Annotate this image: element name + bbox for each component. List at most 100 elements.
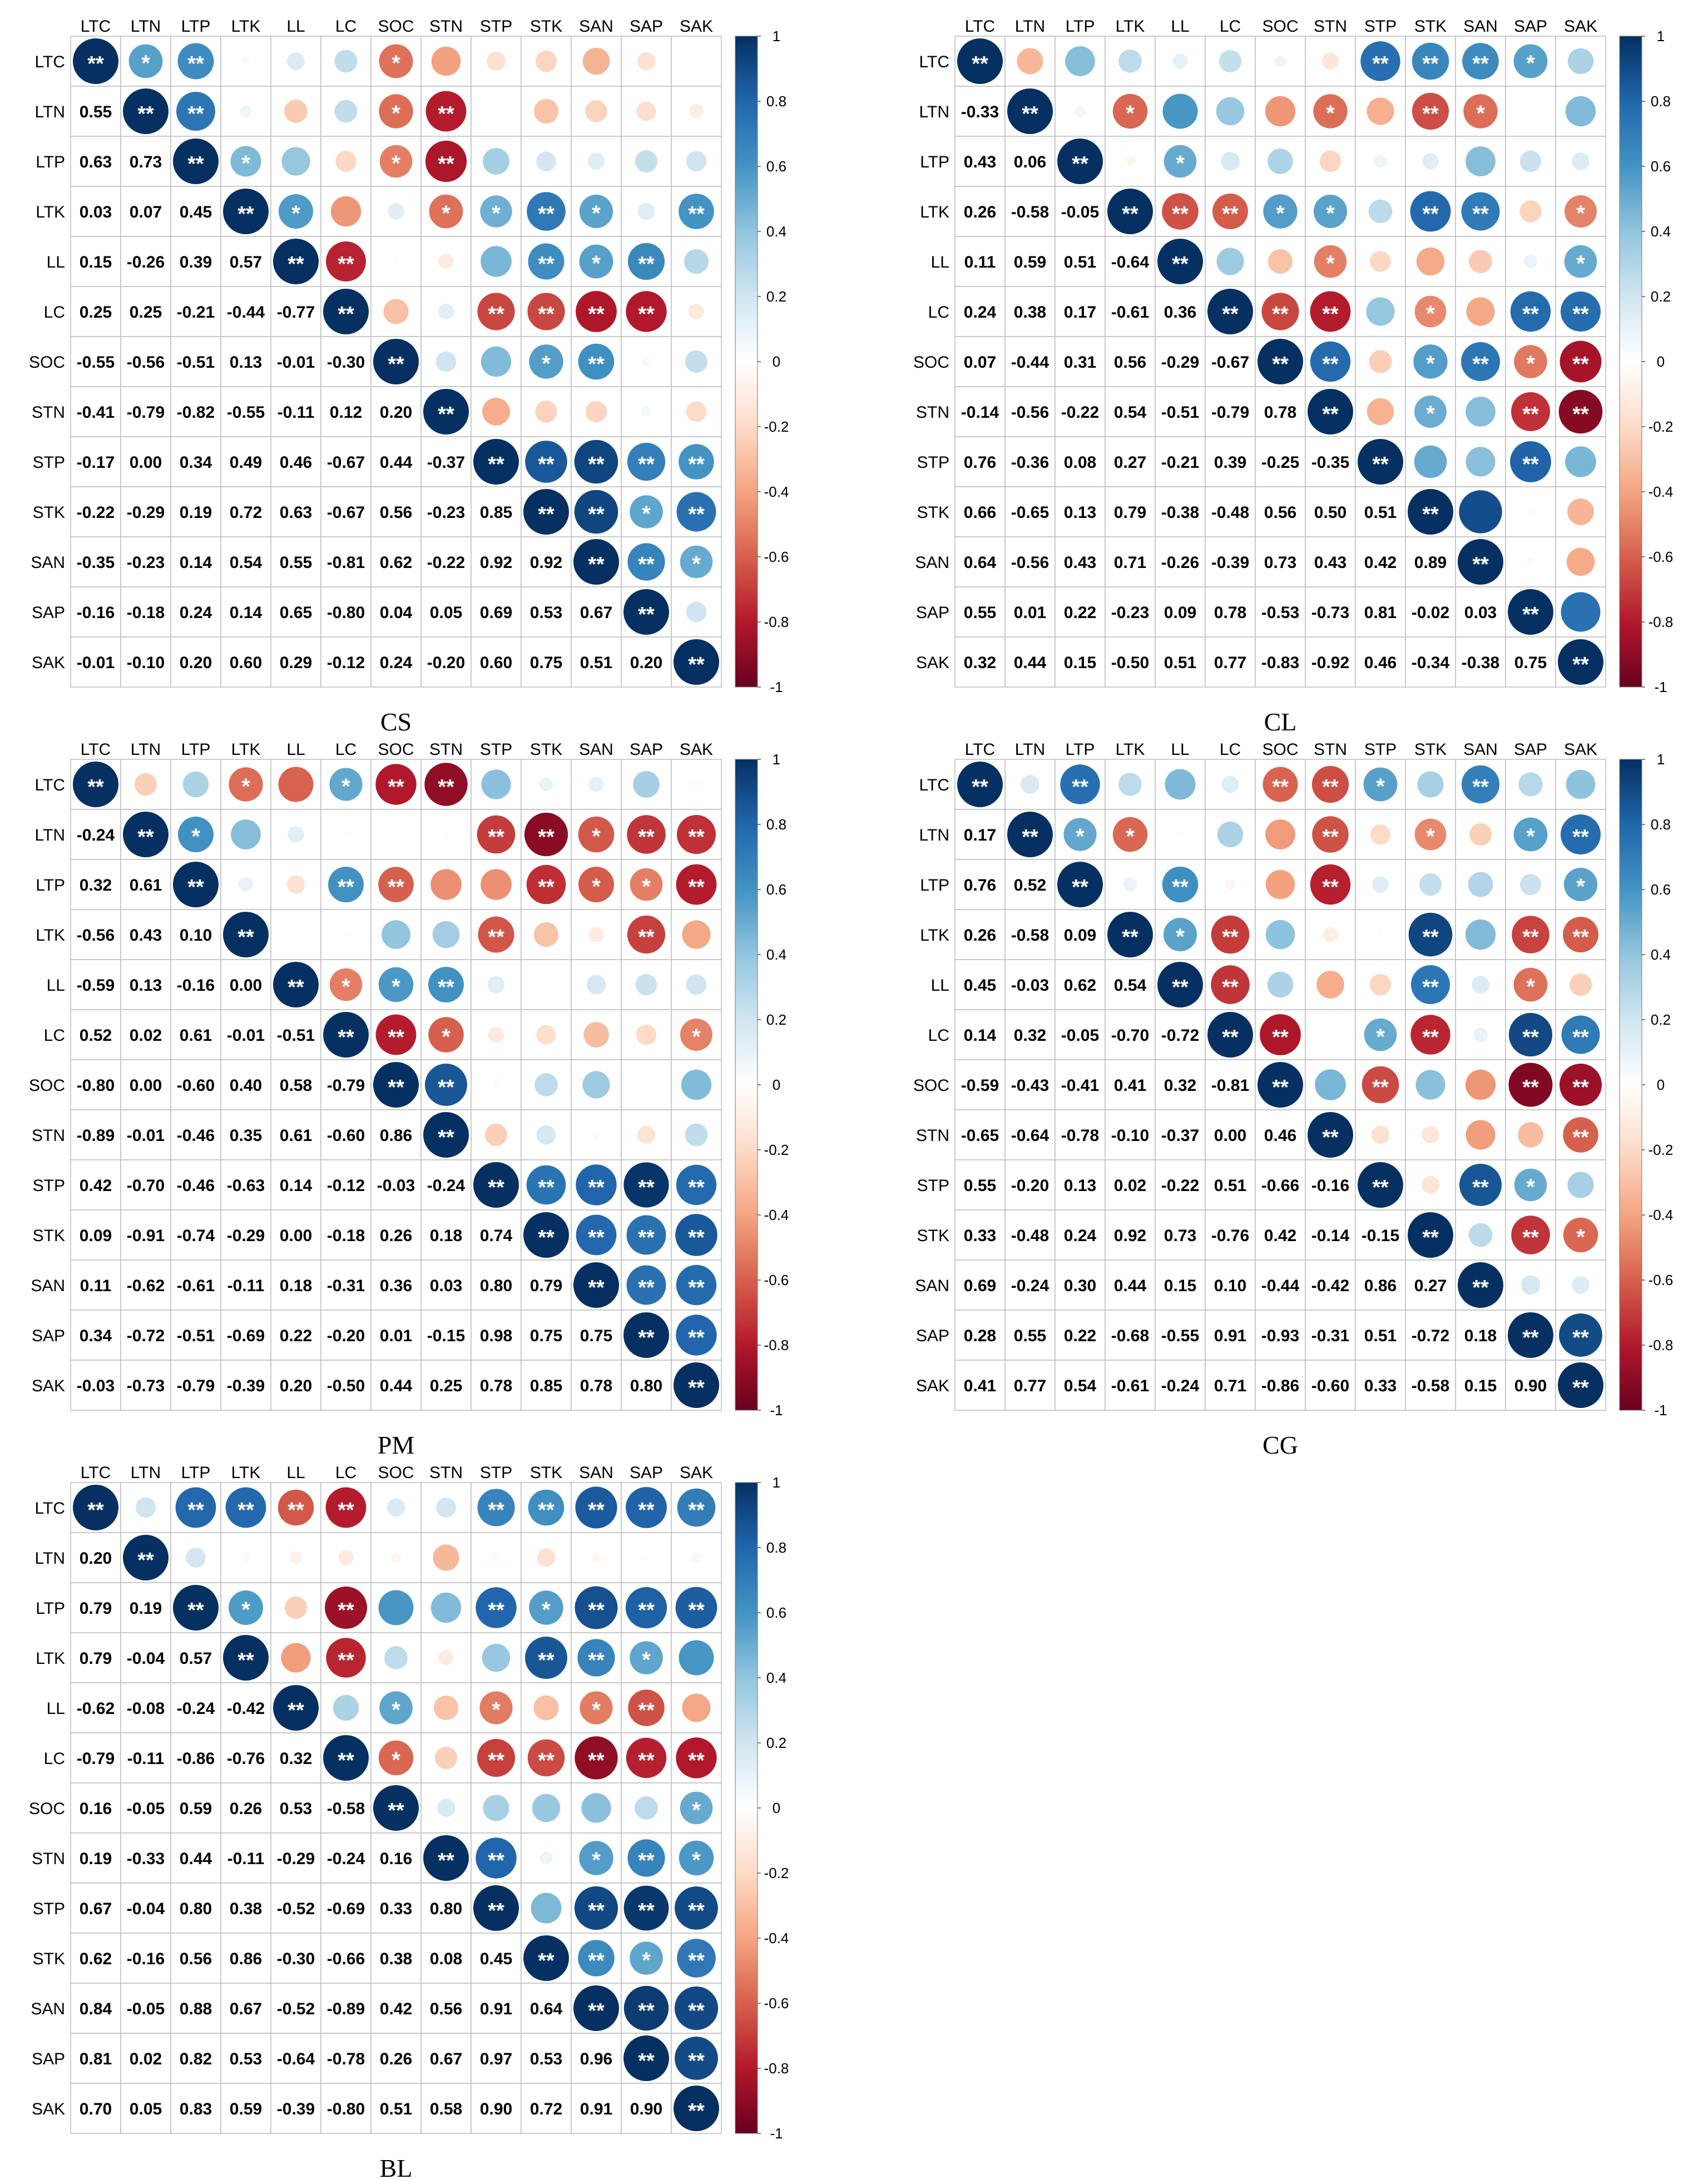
corr-circle <box>483 148 509 175</box>
grid-cell <box>120 1632 171 1683</box>
corr-circle <box>1410 1015 1450 1055</box>
corr-circle <box>378 867 414 902</box>
significance-mark: * <box>592 251 601 276</box>
significance-mark: * <box>642 874 651 899</box>
grid-cell <box>1305 1159 1356 1210</box>
grid-cell <box>420 1159 472 1210</box>
grid-cell <box>521 536 572 587</box>
grid-cell <box>270 1360 321 1411</box>
corr-circle <box>379 1691 413 1725</box>
grid-cell <box>1004 859 1056 910</box>
significance-mark: ** <box>688 876 705 899</box>
coef-label: -0.64 <box>1111 253 1150 271</box>
coef-label: -0.01 <box>127 1126 165 1145</box>
coef-label: -0.62 <box>77 1699 115 1718</box>
grid-cell <box>270 1009 321 1060</box>
corr-circle <box>1308 1112 1353 1158</box>
coef-label: -0.31 <box>1311 1327 1349 1345</box>
colorbar-tick-label: 0 <box>773 1800 780 1816</box>
corr-circle <box>1415 1070 1445 1100</box>
grid-cell <box>1054 1109 1106 1160</box>
coef-label: 0.10 <box>180 926 212 945</box>
coef-label: 0.98 <box>480 1327 512 1345</box>
column-label: STK <box>530 17 562 36</box>
corr-circle <box>643 1554 650 1561</box>
corr-circle <box>1265 96 1296 127</box>
significance-mark: ** <box>1272 1076 1289 1099</box>
coef-label: -0.38 <box>1161 503 1199 522</box>
corr-circle <box>1358 439 1403 485</box>
corr-circle <box>135 1497 156 1518</box>
grid-cell <box>1455 809 1506 860</box>
corr-circle <box>373 1785 419 1831</box>
colorbar-tick-label: 0.8 <box>1651 93 1671 110</box>
corr-circle <box>637 202 655 220</box>
grid-cell <box>420 1310 472 1361</box>
coef-label: -0.48 <box>1011 1227 1049 1245</box>
significance-mark: ** <box>1372 453 1389 476</box>
corr-circle <box>1465 919 1496 950</box>
column-label: LC <box>1220 17 1241 36</box>
colorbar-tick-label: -0.6 <box>1648 549 1674 565</box>
grid-cell <box>170 1209 221 1261</box>
grid-cell <box>220 1310 271 1361</box>
significance-mark: ** <box>1522 1076 1539 1099</box>
corr-circle <box>173 862 219 907</box>
grid-cell <box>1255 1360 1306 1411</box>
corr-circle <box>1370 251 1391 272</box>
coef-label: 0.13 <box>1064 1177 1096 1195</box>
coef-label: -0.24 <box>77 826 115 844</box>
coef-label: 0.25 <box>430 1377 462 1395</box>
coef-label: 0.24 <box>380 654 413 672</box>
coef-label: 0.36 <box>1164 303 1196 322</box>
corr-circle <box>1458 1262 1503 1308</box>
coef-label: -0.46 <box>177 1126 215 1145</box>
colorbar-tick-label: 0.2 <box>1651 288 1671 305</box>
corr-circle <box>1466 397 1496 427</box>
corr-circle <box>676 1264 717 1306</box>
coef-label: 0.69 <box>480 604 512 622</box>
grid-cell <box>1205 1109 1256 1160</box>
corr-circle <box>1518 772 1543 797</box>
coef-label: 0.49 <box>230 453 262 472</box>
grid-cell <box>1255 436 1306 487</box>
colorbar-tick-label: 1 <box>1657 751 1665 768</box>
row-label: SOC <box>913 353 949 372</box>
corr-circle <box>1469 823 1492 846</box>
grid-cell <box>1305 1259 1356 1311</box>
coef-label: 0.22 <box>280 1327 312 1345</box>
corr-circle <box>477 1738 516 1777</box>
corr-circle <box>123 812 169 857</box>
coef-label: 0.13 <box>1064 503 1096 522</box>
coef-label: 0.53 <box>530 604 562 622</box>
coef-label: 0.15 <box>80 253 112 271</box>
corr-circle <box>527 293 565 330</box>
corr-circle <box>680 1019 712 1051</box>
row-label: STK <box>33 503 65 522</box>
row-label: LL <box>47 1699 65 1718</box>
corr-circle <box>1413 344 1448 379</box>
coef-label: 0.62 <box>80 1950 112 1968</box>
coef-label: 0.24 <box>1064 1227 1097 1245</box>
corr-circle <box>1528 108 1533 114</box>
coef-label: 0.11 <box>964 253 996 271</box>
significance-mark: ** <box>688 1326 705 1350</box>
significance-mark: ** <box>1522 926 1539 949</box>
colorbar-tick-label: -0.4 <box>764 483 789 500</box>
grid-cell <box>1004 386 1056 437</box>
coef-label: -0.66 <box>327 1950 365 1968</box>
corr-circle <box>581 1793 611 1823</box>
significance-mark: * <box>1576 201 1585 226</box>
corr-circle <box>680 545 713 579</box>
corr-circle <box>641 406 652 417</box>
coef-label: 0.46 <box>1364 654 1397 672</box>
corr-circle <box>1162 93 1198 129</box>
column-label: STP <box>1364 740 1397 759</box>
column-label: SAN <box>579 1464 613 1482</box>
column-label: LTP <box>1066 17 1095 36</box>
corr-circle <box>682 920 711 949</box>
grid-cell <box>70 859 121 910</box>
corr-circle <box>473 439 519 485</box>
grid-cell <box>1004 486 1056 537</box>
coef-label: 0.14 <box>180 554 212 572</box>
